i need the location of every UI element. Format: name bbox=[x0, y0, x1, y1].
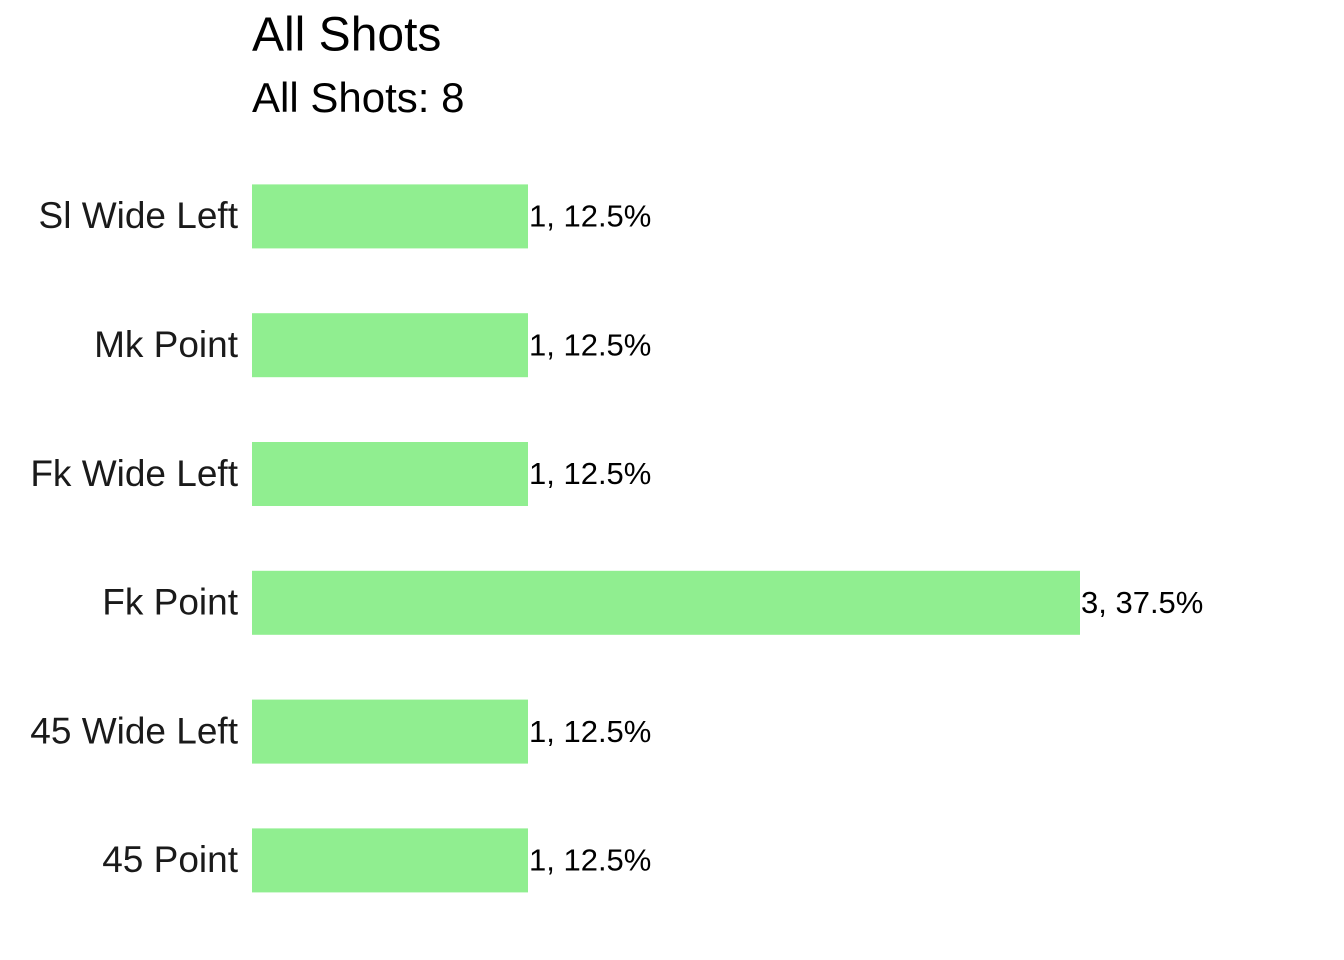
value-label: 1, 12.5% bbox=[529, 714, 651, 749]
bar bbox=[252, 184, 528, 249]
bar bbox=[252, 699, 528, 764]
bar bbox=[252, 313, 528, 378]
y-tick-label: Fk Wide Left bbox=[30, 453, 238, 494]
chart-subtitle: All Shots: 8 bbox=[252, 74, 464, 121]
bar bbox=[252, 828, 528, 893]
value-label: 1, 12.5% bbox=[529, 456, 651, 491]
y-tick-label: Fk Point bbox=[102, 582, 238, 623]
value-label: 1, 12.5% bbox=[529, 327, 651, 362]
y-tick-label: 45 Point bbox=[102, 839, 238, 880]
y-tick-label: 45 Wide Left bbox=[30, 710, 238, 751]
y-tick-label: Sl Wide Left bbox=[39, 195, 239, 236]
chart-title: All Shots bbox=[252, 9, 441, 62]
bar bbox=[252, 570, 1080, 635]
bar bbox=[252, 442, 528, 506]
y-tick-label: Mk Point bbox=[94, 324, 239, 365]
value-label: 1, 12.5% bbox=[529, 843, 651, 878]
value-label: 3, 37.5% bbox=[1081, 585, 1203, 620]
value-label: 1, 12.5% bbox=[529, 199, 651, 234]
